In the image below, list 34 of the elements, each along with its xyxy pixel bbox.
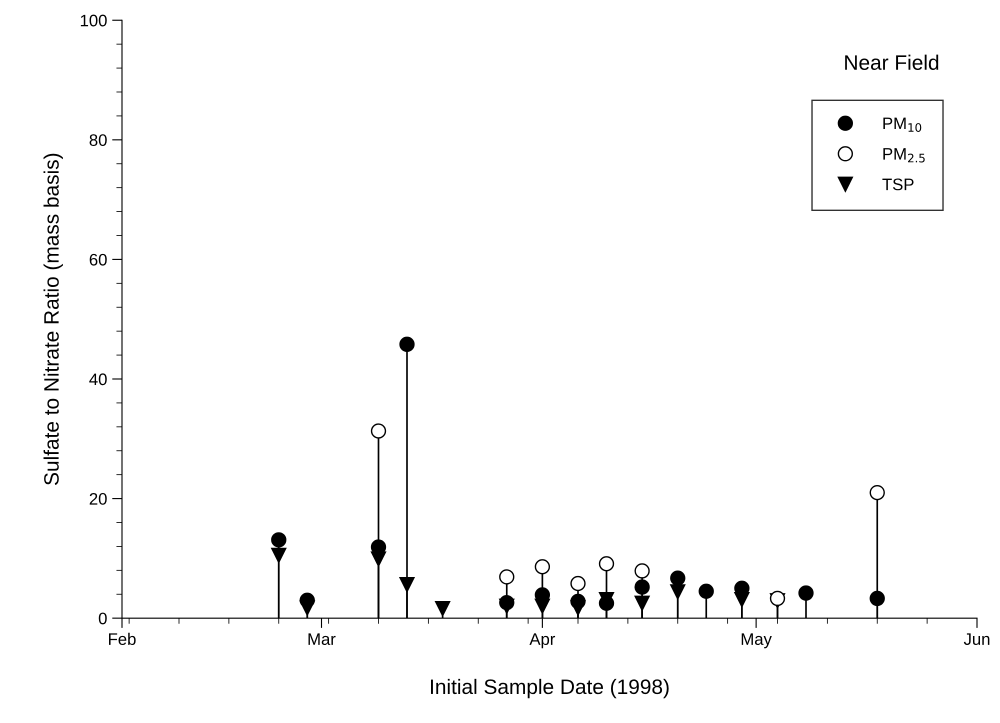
legend-label: PM$_{10}$ [883, 118, 922, 132]
point [870, 590, 885, 606]
point [570, 594, 586, 610]
point [698, 584, 714, 599]
x-tick-label: May [742, 633, 772, 648]
point [271, 548, 286, 564]
y-tick-label: 60 [90, 254, 107, 266]
point [399, 577, 415, 592]
legend-label: PM$_{2.5}$ [883, 148, 925, 162]
point [634, 579, 650, 595]
point [634, 596, 650, 611]
legend-title: Near Field [845, 54, 938, 70]
point [434, 600, 450, 616]
x-tick-label: Jun [964, 633, 990, 645]
x-tick-label: Apr [529, 633, 556, 648]
y-tick-label: 0 [98, 612, 107, 624]
point [598, 596, 614, 611]
point [399, 336, 415, 352]
point [798, 585, 814, 601]
y-tick-label: 100 [80, 14, 107, 26]
legend-label: TSP [882, 178, 914, 190]
y-axis-title: Sulfate to Nitrate Ratio (mass basis) [44, 154, 63, 485]
point [670, 570, 686, 586]
x-axis-title: Initial Sample Date (1998) [431, 678, 669, 698]
x-tick-label: Feb [109, 632, 136, 645]
point [670, 584, 686, 600]
point [499, 594, 514, 610]
y-tick-label: 80 [90, 134, 107, 146]
x-tick-label: Mar [308, 633, 336, 645]
y-tick-label: 20 [90, 492, 107, 505]
point [300, 592, 315, 608]
point [770, 590, 786, 606]
point [271, 532, 286, 548]
y-tick-label: 40 [89, 373, 107, 386]
